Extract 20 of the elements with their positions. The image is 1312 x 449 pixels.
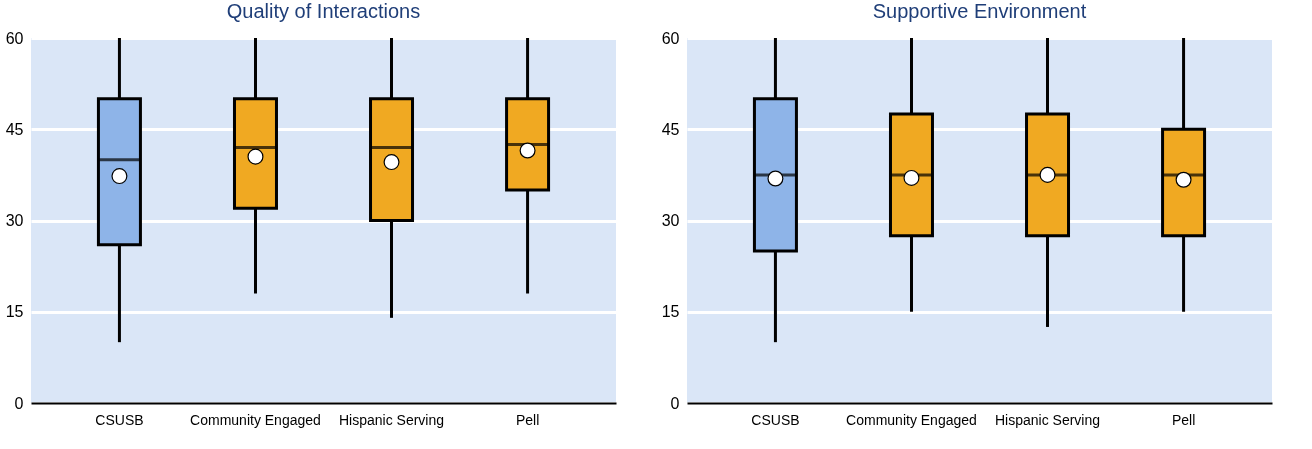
y-tick-label: 0 bbox=[14, 394, 24, 412]
y-tick-label: 60 bbox=[5, 29, 24, 47]
x-tick-label: CSUSB bbox=[95, 411, 144, 428]
x-tick-label: Community Engaged bbox=[846, 411, 977, 428]
y-tick-label: 15 bbox=[5, 303, 24, 321]
y-tick-label: 0 bbox=[670, 394, 680, 412]
y-tick-label: 45 bbox=[5, 120, 24, 138]
chart-title: Quality of Interactions bbox=[226, 0, 421, 22]
chart-title: Supportive Environment bbox=[872, 0, 1087, 22]
x-tick-label: Hispanic Serving bbox=[994, 411, 1101, 428]
x-tick-label: Pell bbox=[515, 411, 540, 428]
y-tick-label: 60 bbox=[661, 29, 680, 47]
x-tick-label: Hispanic Serving bbox=[338, 411, 445, 428]
y-tick-label: 45 bbox=[661, 120, 680, 138]
y-tick-label: 30 bbox=[5, 212, 24, 229]
x-tick-label: CSUSB bbox=[751, 411, 800, 428]
x-tick-label: Community Engaged bbox=[190, 411, 321, 428]
x-tick-label: Pell bbox=[1171, 411, 1196, 428]
y-tick-label: 30 bbox=[661, 212, 680, 229]
y-tick-label: 15 bbox=[661, 303, 680, 321]
